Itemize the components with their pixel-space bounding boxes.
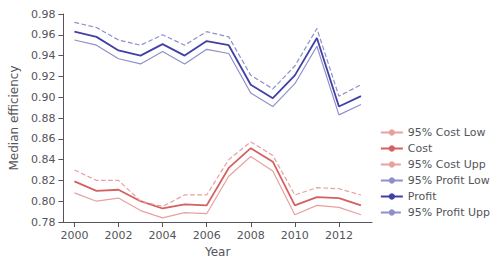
svg-text:Year: Year [204, 245, 230, 259]
svg-text:2002: 2002 [105, 229, 133, 242]
svg-text:0.80: 0.80 [31, 195, 56, 208]
svg-text:2012: 2012 [325, 229, 353, 242]
svg-text:2000: 2000 [60, 229, 88, 242]
svg-text:0.90: 0.90 [31, 91, 56, 104]
svg-text:95% Cost Upp: 95% Cost Upp [408, 158, 486, 171]
svg-text:0.96: 0.96 [31, 28, 56, 41]
svg-text:0.98: 0.98 [31, 8, 56, 21]
svg-text:0.86: 0.86 [31, 132, 56, 145]
svg-text:Median efficiency: Median efficiency [7, 65, 21, 170]
svg-text:0.94: 0.94 [31, 49, 56, 62]
svg-text:0.78: 0.78 [31, 216, 56, 229]
svg-text:0.84: 0.84 [31, 153, 56, 166]
svg-text:0.92: 0.92 [31, 70, 56, 83]
svg-text:95% Profit Upp: 95% Profit Upp [408, 206, 490, 219]
svg-text:Cost: Cost [408, 142, 433, 155]
svg-text:2006: 2006 [193, 229, 221, 242]
svg-text:2010: 2010 [281, 229, 309, 242]
svg-text:95% Cost Low: 95% Cost Low [408, 126, 486, 139]
svg-text:2004: 2004 [149, 229, 177, 242]
svg-text:2008: 2008 [237, 229, 265, 242]
svg-text:0.88: 0.88 [31, 112, 56, 125]
svg-text:95% Profit Low: 95% Profit Low [408, 174, 490, 187]
svg-text:Profit: Profit [408, 190, 437, 203]
svg-text:0.82: 0.82 [31, 174, 56, 187]
